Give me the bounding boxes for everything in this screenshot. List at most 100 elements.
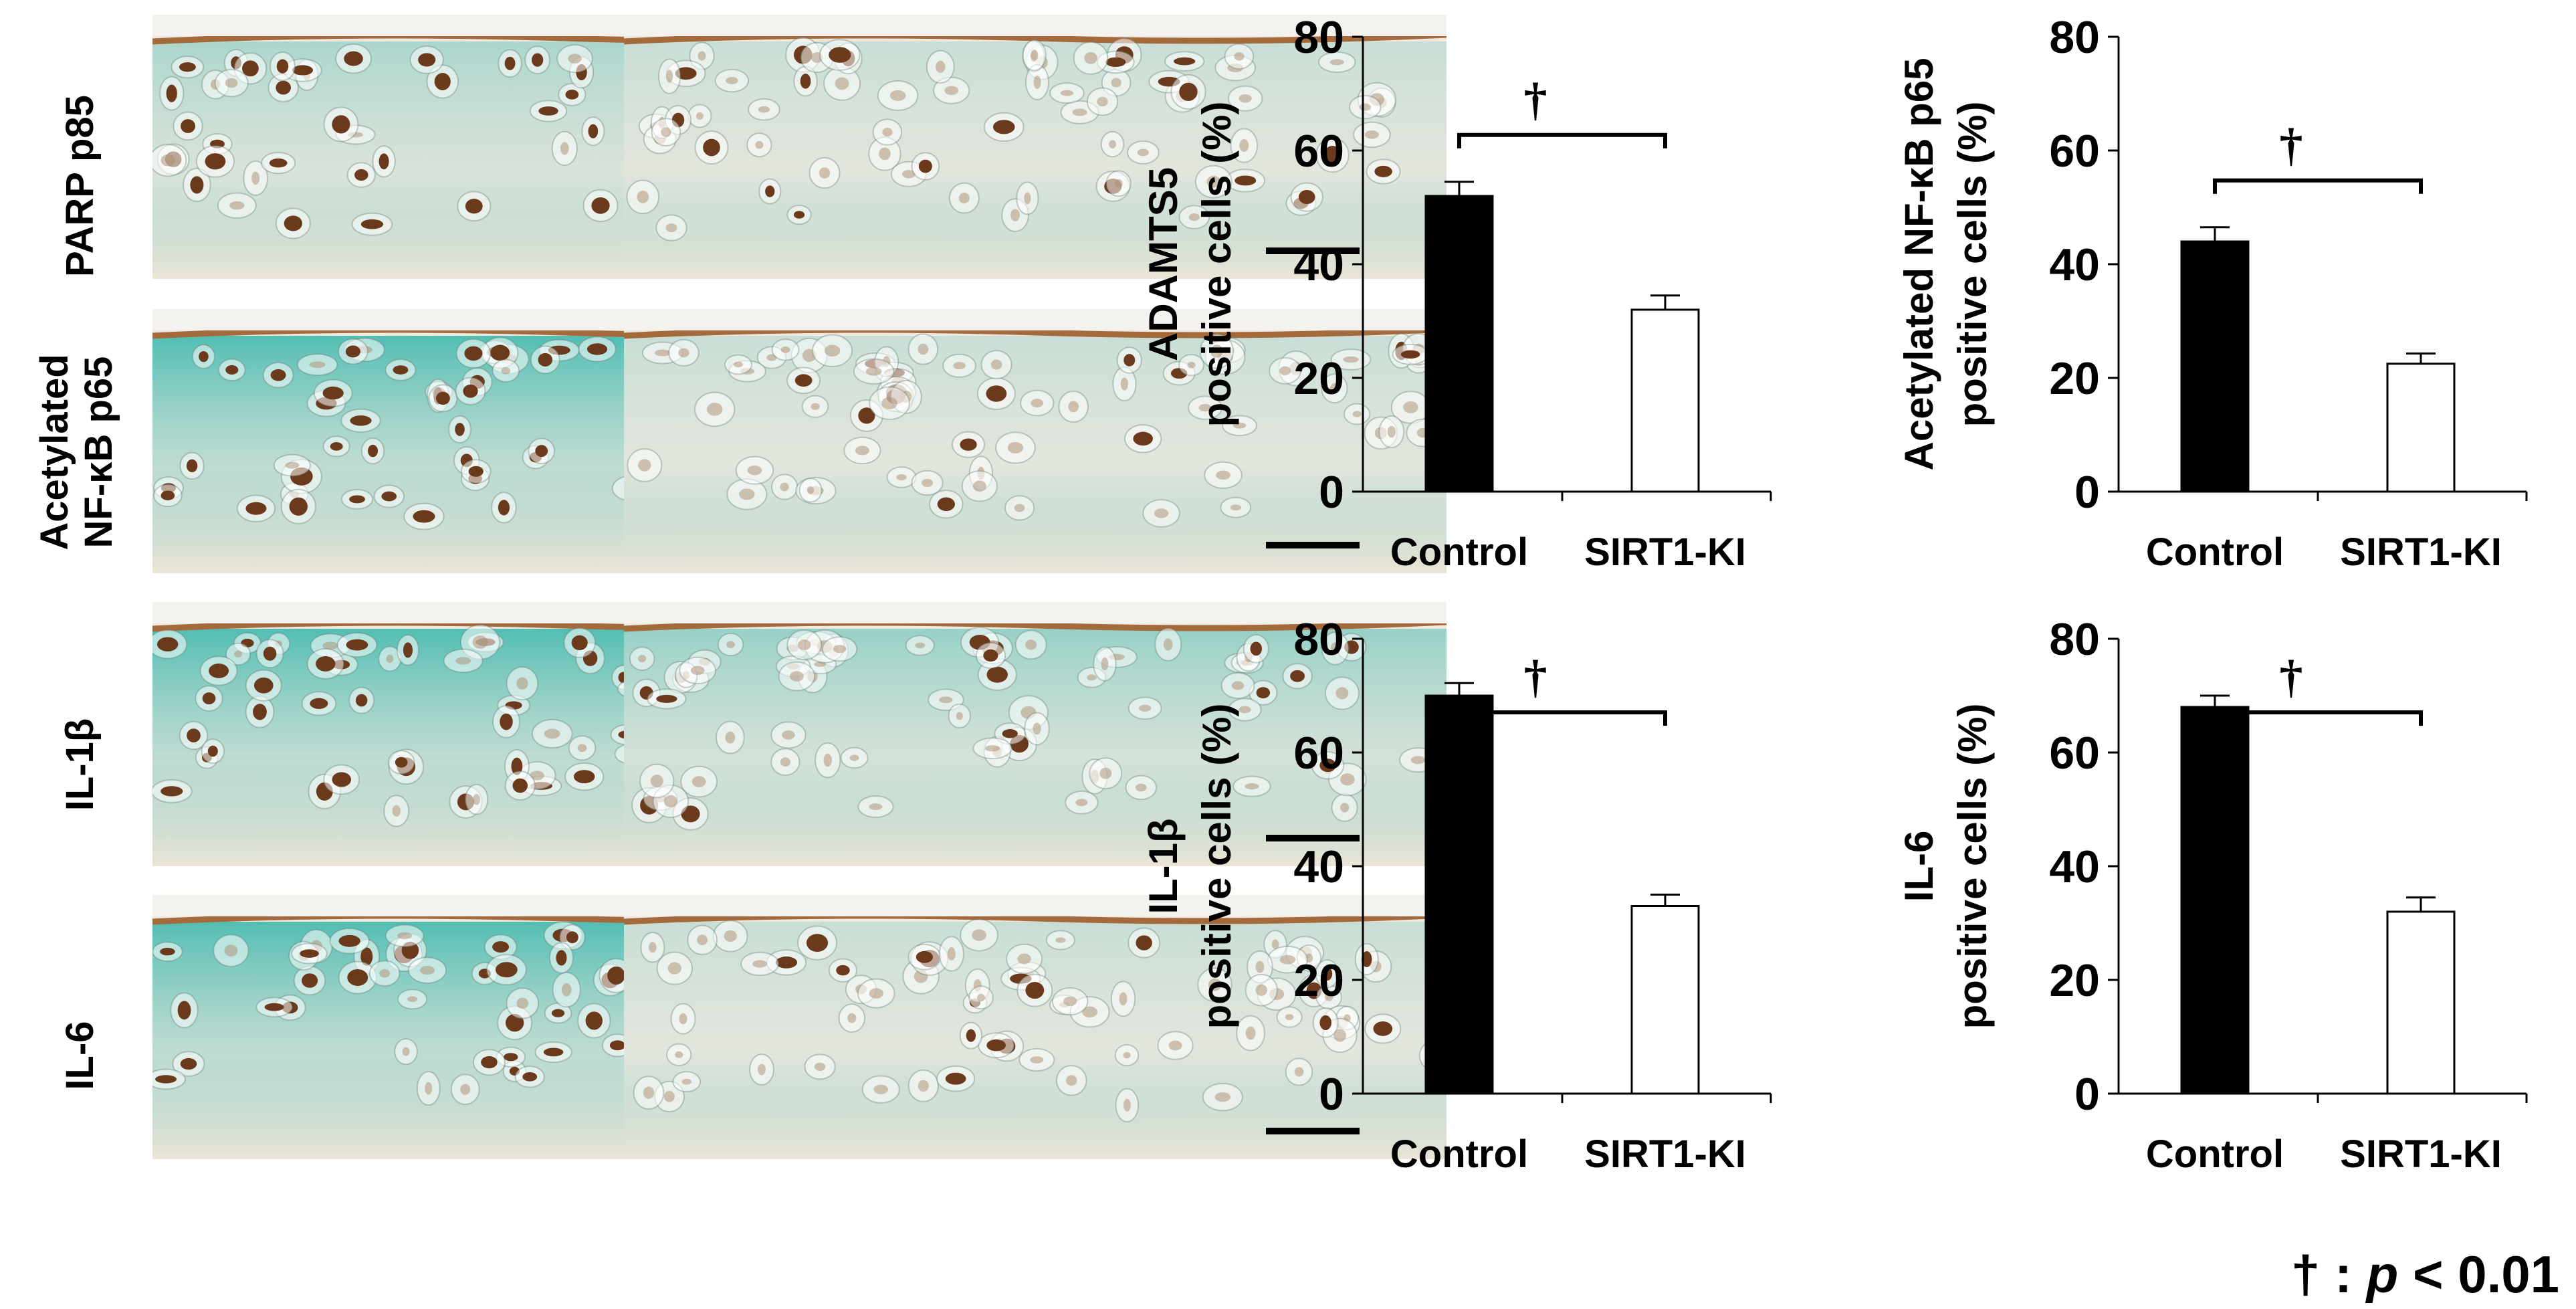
- y-tick-label: 60: [2049, 126, 2100, 177]
- unstained-nucleus: [1279, 366, 1291, 376]
- unstained-nucleus: [460, 1084, 471, 1095]
- stained-nucleus: [565, 90, 579, 100]
- cartilage-surface: [624, 912, 1446, 925]
- stained-nucleus: [289, 497, 308, 516]
- unstained-nucleus: [379, 969, 391, 978]
- unstained-nucleus: [678, 348, 689, 358]
- stained-nucleus: [350, 415, 372, 426]
- unstained-nucleus: [1066, 1075, 1077, 1086]
- stained-nucleus: [586, 343, 608, 355]
- stained-nucleus: [332, 115, 350, 134]
- stained-nucleus: [591, 197, 610, 214]
- stained-nucleus: [300, 949, 319, 958]
- unstained-nucleus: [947, 947, 956, 961]
- micrograph-image: [624, 895, 1446, 1159]
- unstained-nucleus: [638, 655, 647, 663]
- unstained-nucleus: [544, 728, 560, 739]
- bar-control: [2180, 706, 2250, 1095]
- stained-nucleus: [346, 639, 368, 651]
- cartilage-surface: [624, 326, 1446, 339]
- significance-footnote: † : p < 0.01: [2290, 1245, 2559, 1304]
- stained-nucleus: [498, 500, 510, 516]
- unstained-nucleus: [665, 223, 677, 233]
- unstained-nucleus: [251, 171, 260, 185]
- unstained-nucleus: [1340, 773, 1355, 786]
- unstained-nucleus: [1120, 377, 1128, 391]
- stained-nucleus: [465, 199, 483, 214]
- stained-nucleus: [1123, 354, 1136, 367]
- unstained-nucleus: [790, 671, 804, 682]
- unstained-nucleus: [726, 641, 735, 648]
- unstained-nucleus: [758, 106, 770, 113]
- stained-nucleus: [588, 124, 599, 138]
- unstained-nucleus: [1364, 130, 1380, 139]
- stained-nucleus: [292, 65, 314, 76]
- unstained-nucleus: [473, 794, 480, 805]
- y-tick-label: 80: [2049, 614, 2100, 665]
- stained-nucleus: [1002, 729, 1018, 738]
- unstained-nucleus: [869, 988, 883, 999]
- stained-nucleus: [393, 365, 409, 375]
- unstained-nucleus: [1099, 767, 1112, 779]
- significance-marker: †: [2280, 651, 2303, 703]
- unstained-nucleus: [1084, 52, 1097, 64]
- unstained-nucleus: [561, 983, 572, 997]
- unstained-nucleus: [1279, 954, 1296, 965]
- stained-nucleus: [538, 353, 553, 367]
- stained-nucleus: [155, 1075, 177, 1084]
- unstained-nucleus: [530, 771, 544, 781]
- unstained-nucleus: [752, 960, 768, 968]
- stained-nucleus: [1133, 431, 1153, 446]
- unstained-nucleus: [725, 731, 736, 744]
- unstained-nucleus: [1168, 1040, 1182, 1051]
- stained-nucleus: [495, 962, 518, 978]
- unstained-nucleus: [1285, 1013, 1294, 1021]
- unstained-nucleus: [847, 1013, 857, 1023]
- unstained-nucleus: [1123, 1099, 1131, 1112]
- unstained-nucleus: [972, 929, 986, 941]
- x-category-label: SIRT1-KI: [1584, 1132, 1746, 1176]
- unstained-nucleus: [726, 77, 738, 84]
- unstained-nucleus: [780, 346, 790, 353]
- y-tick-label: 40: [2049, 239, 2100, 290]
- unstained-nucleus: [944, 86, 959, 96]
- stained-nucleus: [253, 677, 274, 694]
- stained-nucleus: [435, 391, 450, 405]
- stained-nucleus: [1025, 981, 1045, 999]
- micrograph-nfkb-sirt1: [624, 309, 1446, 573]
- stained-nucleus: [434, 72, 451, 90]
- y-tick-label: 40: [2049, 841, 2100, 892]
- unstained-nucleus: [1340, 803, 1350, 813]
- stained-nucleus: [986, 1039, 1006, 1051]
- micrograph-parp-sirt1: [624, 15, 1446, 279]
- y-axis-label-line: positive cells (%): [1194, 102, 1239, 427]
- y-tick-label: 0: [1319, 467, 1344, 518]
- stained-nucleus: [463, 384, 478, 398]
- y-tick-label: 60: [1293, 126, 1344, 177]
- stained-nucleus: [1373, 1021, 1393, 1036]
- stained-nucleus: [490, 344, 510, 361]
- unstained-nucleus: [568, 54, 582, 64]
- unstained-nucleus: [824, 344, 841, 357]
- stained-nucleus: [253, 704, 267, 720]
- unstained-nucleus: [1075, 799, 1088, 807]
- stained-nucleus: [464, 346, 483, 361]
- bar-control: [1424, 195, 1494, 493]
- stained-nucleus: [225, 365, 239, 375]
- unstained-nucleus: [225, 78, 238, 88]
- micrograph-image: [624, 15, 1446, 279]
- unstained-nucleus: [501, 367, 511, 375]
- stained-nucleus: [187, 728, 201, 742]
- unstained-nucleus: [1330, 642, 1340, 655]
- stained-nucleus: [1174, 57, 1196, 66]
- y-axis-label: IL-6 positive cells (%): [1897, 704, 1995, 1029]
- unstained-nucleus: [901, 170, 916, 179]
- unstained-nucleus: [849, 754, 859, 761]
- unstained-nucleus: [1119, 992, 1128, 1006]
- stained-nucleus: [573, 770, 595, 784]
- significance-marker: †: [1524, 74, 1547, 126]
- unstained-nucleus: [1017, 953, 1031, 965]
- x-category-label: SIRT1-KI: [2340, 1132, 2502, 1176]
- unstained-nucleus: [1188, 213, 1200, 221]
